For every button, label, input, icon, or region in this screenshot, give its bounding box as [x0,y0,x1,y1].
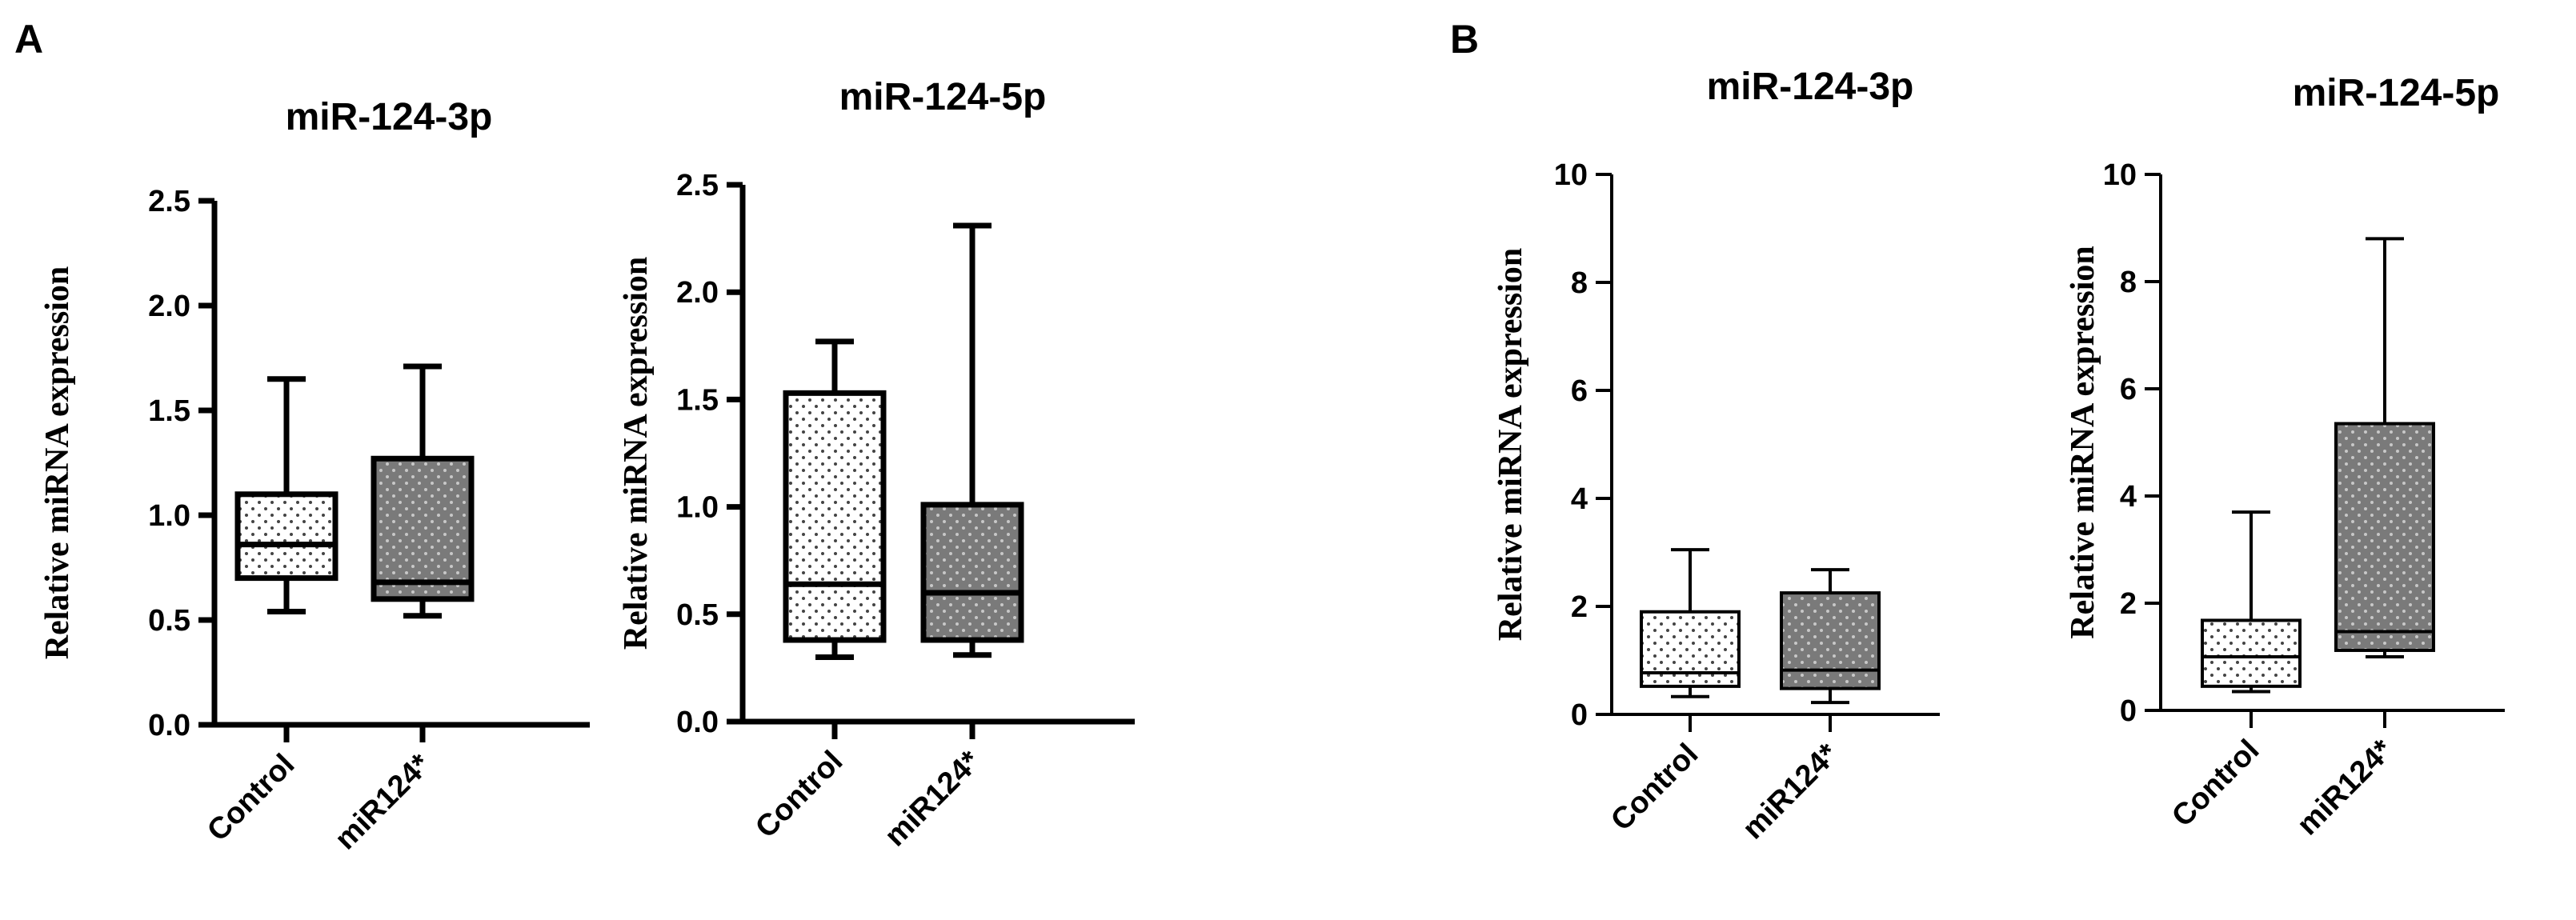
y-tick-label: 2.5 [148,185,190,218]
y-tick-label: 1.5 [676,383,719,417]
charts-container: miR-124-3p Relative miRNA expression 0.0 0.… [39,66,2505,856]
iqr-box [2201,618,2302,688]
y-tick-label: 8 [2120,266,2137,299]
y-tick-label: 0.5 [148,604,190,638]
y-tick-label: 2.0 [148,290,190,323]
x-tick-label: miR124* [1737,738,1845,846]
iqr-box [1640,610,1741,688]
y-axis-label: Relative miRNA expression [2065,246,2101,639]
box-treatment [2334,237,2435,658]
y-tick-label: 2 [2120,587,2137,621]
box-control [783,338,887,660]
y-tick-label: 6 [1571,374,1588,408]
y-tick-label: 1.5 [148,394,190,428]
chart-3: miR-124-3p Relative miRNA expression 0 2 4 6 8… [1492,66,1940,846]
y-tick-label: 8 [1571,266,1588,300]
chart-title: miR-124-5p [2293,72,2500,114]
box-control [234,376,339,615]
y-tick-label: 1.0 [676,491,719,525]
box-control [1640,548,1741,698]
y-tick-label: 1.0 [148,499,190,533]
box-control [2201,510,2302,694]
iqr-box [920,502,1024,643]
y-tick-label: 10 [2103,158,2137,192]
x-tick-label: Control [2165,734,2266,834]
chart-4: miR-124-5p Relative miRNA expression 0 2 4 6 8… [2065,72,2505,842]
y-tick-label: 0.0 [148,709,190,742]
box-treatment [920,222,1024,658]
y-axis-label: Relative miRNA expression [1492,248,1529,642]
panel-letter-b: B [1450,17,1479,62]
y-tick-label: 0.0 [676,706,719,739]
panel-letter-a: A [14,17,43,62]
y-tick-label: 10 [1554,158,1588,192]
chart-title: miR-124-3p [286,96,493,138]
y-tick-label: 4 [2120,480,2137,514]
y-tick-label: 2.0 [676,276,719,310]
x-tick-label: Control [749,745,849,845]
x-tick-label: miR124* [329,748,438,857]
iqr-box [234,491,339,582]
iqr-box [783,390,887,643]
iqr-box [371,455,475,602]
box-treatment [1780,568,1881,705]
y-axis-label: Relative miRNA expression [39,266,76,660]
chart-title: miR-124-3p [1707,66,1914,108]
chart-2: miR-124-5p Relative miRNA expression 0.0 0.… [618,76,1135,853]
box-treatment [371,363,475,619]
y-axis-label: Relative miRNA expression [618,257,655,650]
y-tick-label: 2.5 [676,169,719,202]
x-tick-label: miR124* [2291,734,2400,842]
iqr-box [2334,422,2435,652]
y-tick-label: 2 [1571,590,1588,624]
iqr-box [1780,591,1881,690]
y-tick-label: 6 [2120,373,2137,406]
x-tick-label: Control [201,748,301,848]
chart-1: miR-124-3p Relative miRNA expression 0.0 0.… [39,96,590,856]
y-tick-label: 0.5 [676,598,719,632]
chart-title: miR-124-5p [839,76,1047,118]
x-tick-label: miR124* [879,745,988,854]
y-tick-label: 0 [1571,698,1588,732]
y-tick-label: 4 [1571,482,1588,516]
y-tick-label: 0 [2120,694,2137,728]
x-tick-label: Control [1604,738,1705,838]
